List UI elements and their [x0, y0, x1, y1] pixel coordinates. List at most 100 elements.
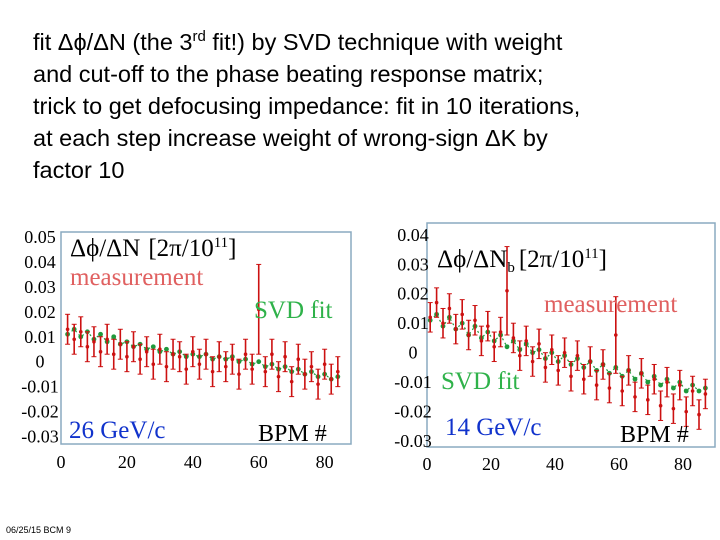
chart-14gev-measurement-point	[543, 365, 548, 370]
title-line-2: and cut-off to the phase beating respons…	[33, 60, 544, 87]
chart-26gev-fit-point	[150, 344, 156, 350]
chart-26gev-measurement-point	[263, 369, 268, 374]
chart-26gev-y-tick-label: 0.04	[24, 252, 56, 272]
chart-14gev-measurement-series	[427, 246, 708, 430]
chart-14gev-measurement-point	[428, 315, 433, 320]
title-sup: rd	[192, 28, 206, 45]
chart-26gev-measurement-point	[78, 329, 83, 334]
chart-14gev-x-tick-label: 0	[423, 454, 432, 474]
chart-14gev-x-tick-label: 80	[674, 454, 692, 474]
chart-26gev-measurement-point	[309, 364, 314, 369]
chart-14gev-measurement-point	[530, 359, 535, 364]
chart-26gev-measurement-series	[65, 263, 341, 400]
chart-26gev-measurement-point	[243, 352, 248, 357]
chart-14gev-measurement-point	[582, 377, 586, 382]
chart-14gev-frame	[426, 222, 716, 448]
chart-14gev-measurement-point	[556, 368, 560, 373]
chart-14gev-measurement-point	[697, 412, 701, 417]
chart-26gev-measurement-point	[289, 379, 294, 384]
title-line-4: at each step increase weight of wrong-si…	[33, 124, 548, 151]
chart-26gev-measurement-point	[210, 369, 215, 374]
chart-14gev-measurement-point	[441, 321, 445, 326]
chart-14gev-y-tick-label: -0.03	[394, 431, 432, 451]
chart-26gev-measurement-point	[191, 349, 195, 354]
chart-26gev-y-ticks: 0.05 0.04 0.03 0.02 0.01 0 -0.01 -0.02 -0.03	[21, 227, 59, 447]
chart-26gev-measurement-point	[144, 349, 149, 354]
chart-26gev-measurement-point	[322, 362, 327, 366]
chart-14gev-y-tick-label: 0	[409, 343, 418, 363]
chart-26gev-x-tick-label: 20	[118, 452, 136, 472]
chart-14gev-measurement-point	[607, 386, 612, 390]
chart-14gev-x-tick-label: 20	[482, 454, 500, 474]
chart-26gev-measurement-point	[250, 367, 254, 371]
chart-14gev-measurement-point	[639, 371, 644, 376]
chart-14gev-energy-label: 14 GeV/c	[445, 414, 542, 441]
chart-14gev-measurement-point	[498, 330, 503, 334]
chart-14gev-measurement-point	[646, 398, 650, 402]
chart-26gev-measurement-point	[151, 362, 156, 366]
chart-14gev-y-tick-label: -0.02	[394, 402, 432, 422]
chart-26gev-measurement-point	[171, 352, 175, 357]
chart-14gev-measurement-point	[505, 288, 509, 293]
chart-26gev-measurement-point	[303, 372, 307, 376]
chart-26gev-measurement-point	[316, 382, 320, 386]
chart-26gev-measurement-point	[283, 354, 287, 359]
chart-26gev-measurement-point	[177, 354, 182, 359]
chart-14gev-measurement-point	[434, 300, 439, 305]
chart-14gev-y-tick-label: 0.04	[397, 225, 429, 245]
chart-14gev-measurement-point	[633, 395, 637, 399]
chart-26gev-y-tick-label: -0.03	[21, 427, 59, 447]
chart-14gev-measurement-point	[518, 353, 522, 358]
chart-26gev-y-tick-label: 0.05	[24, 227, 56, 247]
chart-14gev-fit-label: SVD fit	[441, 368, 520, 395]
chart-26gev-measurement-point	[164, 364, 169, 369]
chart-26gev-measurement-point	[92, 339, 96, 344]
chart-14gev-measurement-point	[569, 374, 573, 379]
chart-26gev-y-tick-label: -0.01	[21, 377, 59, 397]
chart-14gev-measurement-point	[511, 336, 516, 340]
chart-26gev-measurement-point	[105, 337, 109, 342]
chart-14gev-y-ticks: 0.04 0.03 0.02 0.01 0 -0.01 -0.02 -0.03	[394, 225, 432, 451]
chart-26gev-x-tick-label: 40	[184, 452, 202, 472]
slide-footer: 06/25/15 BCM 9	[6, 525, 72, 535]
chart-26gev-fit-point	[164, 346, 169, 352]
chart-26gev-measurement-point	[131, 344, 136, 349]
title-line-3: trick to get defocusing impedance: fit i…	[33, 92, 581, 119]
chart-26gev-measurement-point	[111, 352, 116, 357]
chart-26gev-y-tick-label: 0.03	[24, 277, 56, 297]
chart-26gev-x-tick-label: 80	[316, 452, 334, 472]
chart-14gev-measurement-point	[690, 389, 695, 393]
chart-14gev-measurement-point	[601, 362, 605, 367]
chart-26gev-measurement-point	[217, 354, 221, 359]
chart-14gev-measurement-point	[614, 333, 618, 337]
chart-26gev-fit-point	[111, 334, 117, 340]
chart-26gev-fit-point	[98, 331, 103, 337]
chart-14gev-measurement-point	[562, 350, 567, 355]
chart-14gev-xlabel: BPM #	[620, 422, 689, 448]
chart-26gev-measurement-point	[158, 347, 162, 352]
chart-26gev-measurement-point	[329, 377, 334, 381]
chart-14gev-x-tick-label: 40	[546, 454, 564, 474]
chart-26gev-measurement-label: measurement	[70, 264, 203, 291]
chart-26gev-measurement-point	[204, 352, 208, 357]
chart-14gev-measurement-point	[524, 339, 528, 343]
chart-26gev-energy-label: 26 GeV/c	[69, 417, 166, 444]
chart-14gev-measurement-point	[486, 324, 490, 328]
chart-26gev-measurement-point	[138, 357, 142, 362]
chart-14gev-measurement-point	[703, 392, 708, 396]
chart-14gev-fit-point	[696, 388, 702, 394]
chart-26gev-xlabel: BPM #	[258, 421, 327, 447]
chart-26gev-ylabel: Δϕ/ΔN [2π/1011]	[70, 235, 237, 262]
chart-26gev-measurement-point	[336, 369, 340, 374]
chart-14gev-measurement-point	[671, 406, 676, 411]
chart-14gev-ylabel: Δϕ/ΔNb [2π/1011]	[437, 246, 607, 276]
chart-26gev-measurement-point	[72, 337, 76, 342]
chart-26gev-measurement-point	[270, 352, 274, 357]
chart-26gev-measurement-point	[184, 367, 189, 371]
chart-26gev-measurement-point	[237, 372, 241, 376]
slide-title: fit Δϕ/ΔN (the 3rd fit!) by SVD techniqu…	[33, 21, 703, 186]
chart-26gev-measurement-point	[98, 349, 103, 354]
chart-14gev-measurement-point	[575, 353, 580, 358]
chart-26gev-measurement-point	[65, 327, 70, 332]
